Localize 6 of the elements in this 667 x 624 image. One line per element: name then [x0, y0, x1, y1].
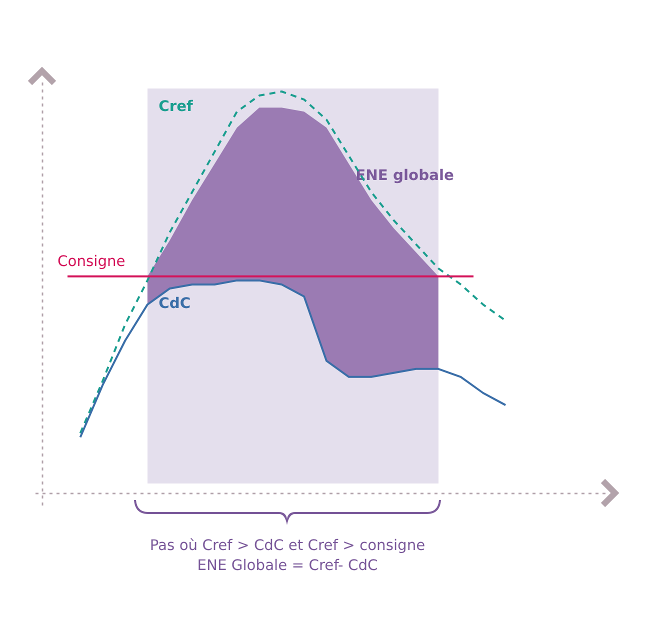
series-label: CdC — [158, 295, 191, 312]
text: Cref — [158, 98, 194, 115]
series-label: ENE globale — [356, 167, 454, 184]
text: Pas où Cref > CdC et Cref > consigne — [150, 537, 426, 554]
text: ENE Globale = Cref- CdC — [197, 557, 378, 574]
ref-line-label: Consigne — [58, 252, 126, 270]
